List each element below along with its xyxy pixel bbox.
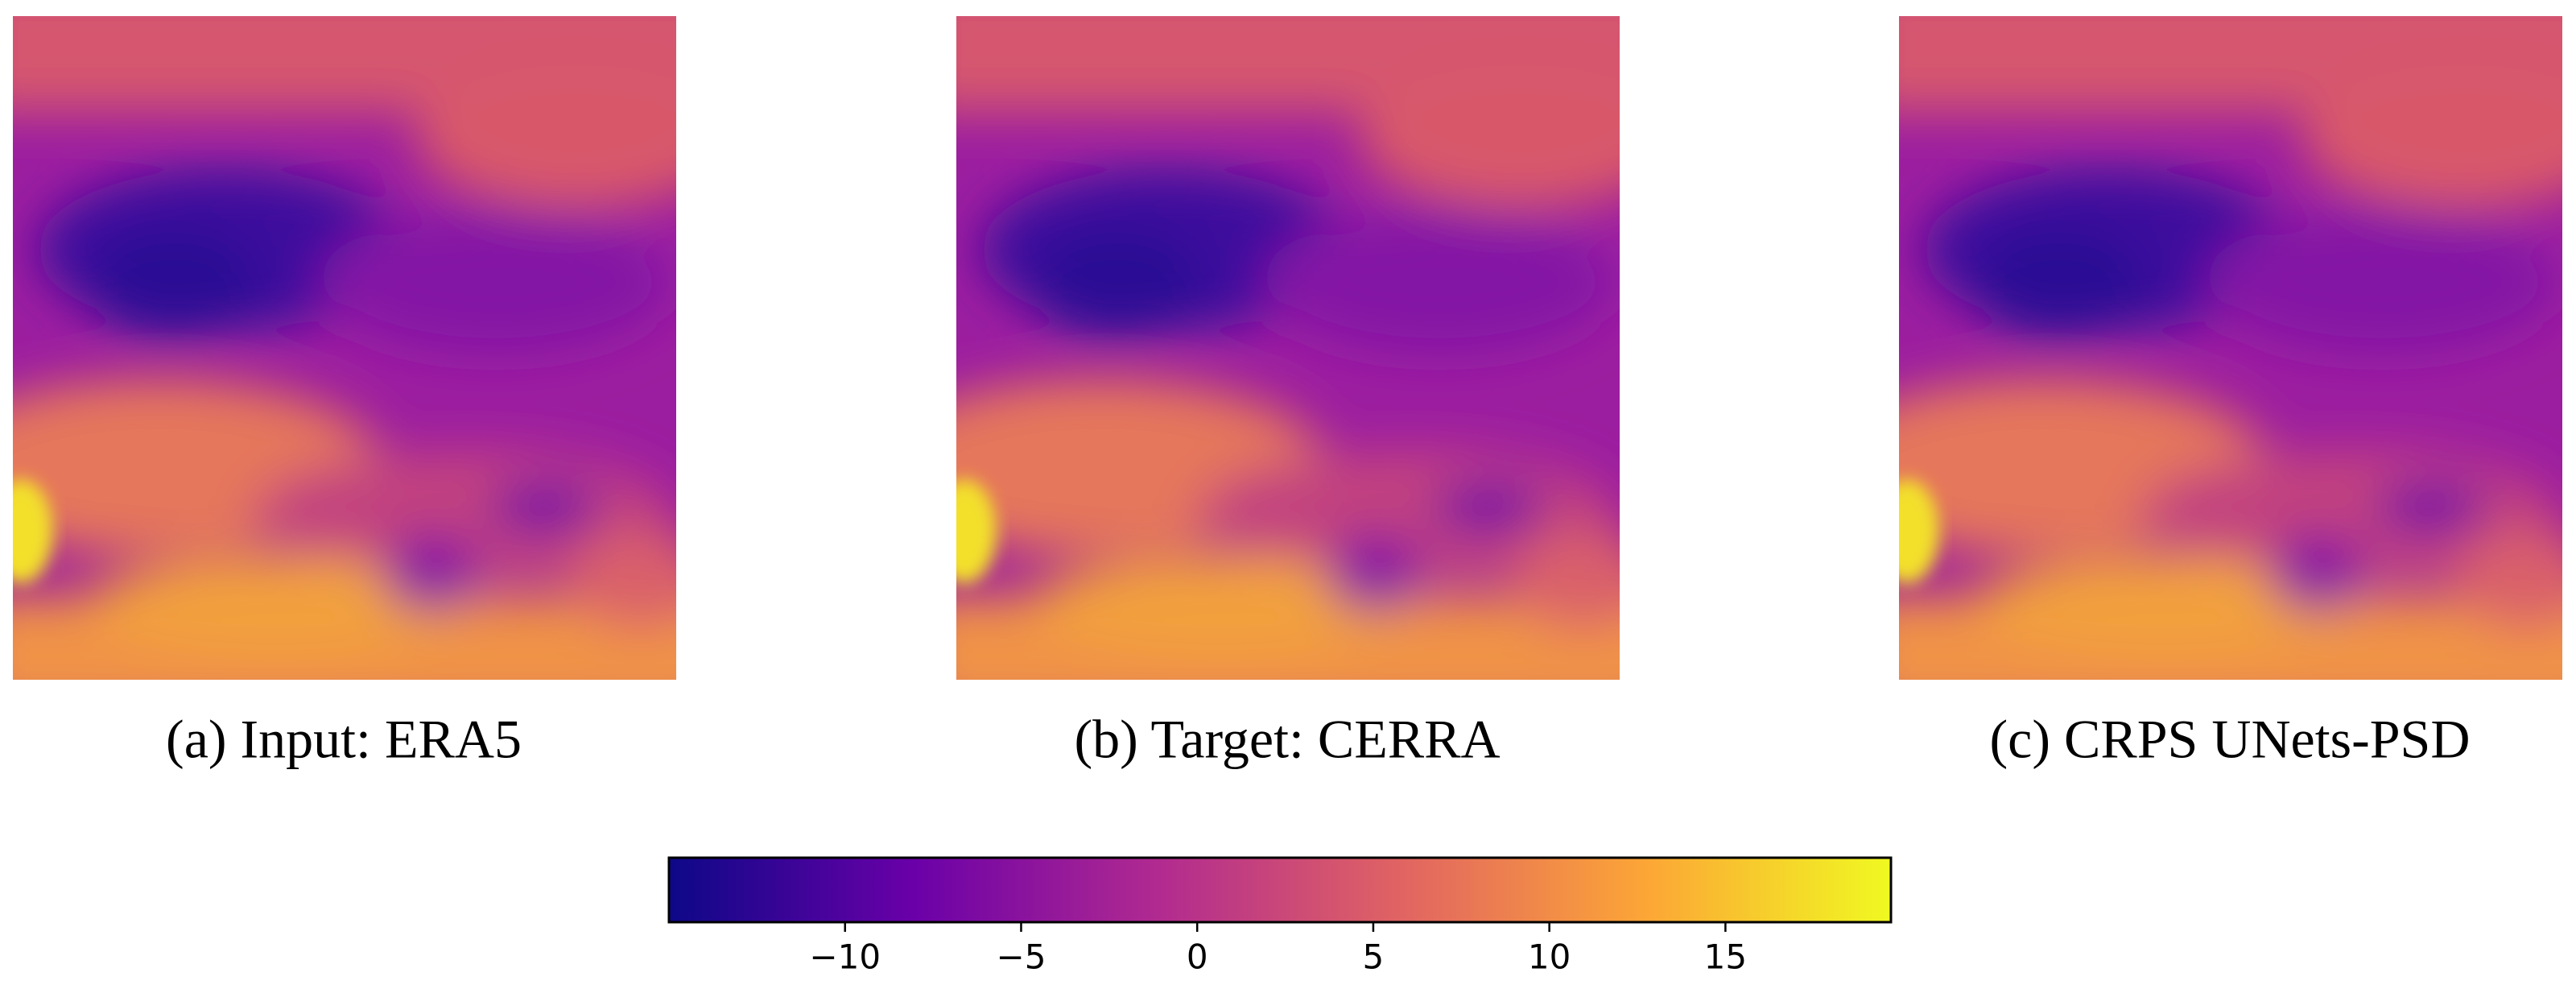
caption: (c) CRPS UNets-PSD <box>1990 709 2471 770</box>
colorbar-fill <box>667 856 1893 924</box>
x-tick-label: 5 <box>1363 937 1385 977</box>
colorbar: −10 −5 0 5 10 15 <box>667 856 1893 977</box>
panel-image <box>0 0 737 717</box>
panel-image <box>1818 0 2576 717</box>
x-tick-label: 10 <box>1528 937 1571 977</box>
x-tick-label: 0 <box>1187 937 1208 977</box>
caption: (b) Target: CERRA <box>1074 709 1500 770</box>
x-tick-label: −10 <box>809 937 881 977</box>
x-tick-label: −5 <box>997 937 1046 977</box>
caption: (a) Input: ERA5 <box>166 709 522 770</box>
x-tick-label: 15 <box>1704 937 1747 977</box>
panel-image <box>876 0 1681 717</box>
